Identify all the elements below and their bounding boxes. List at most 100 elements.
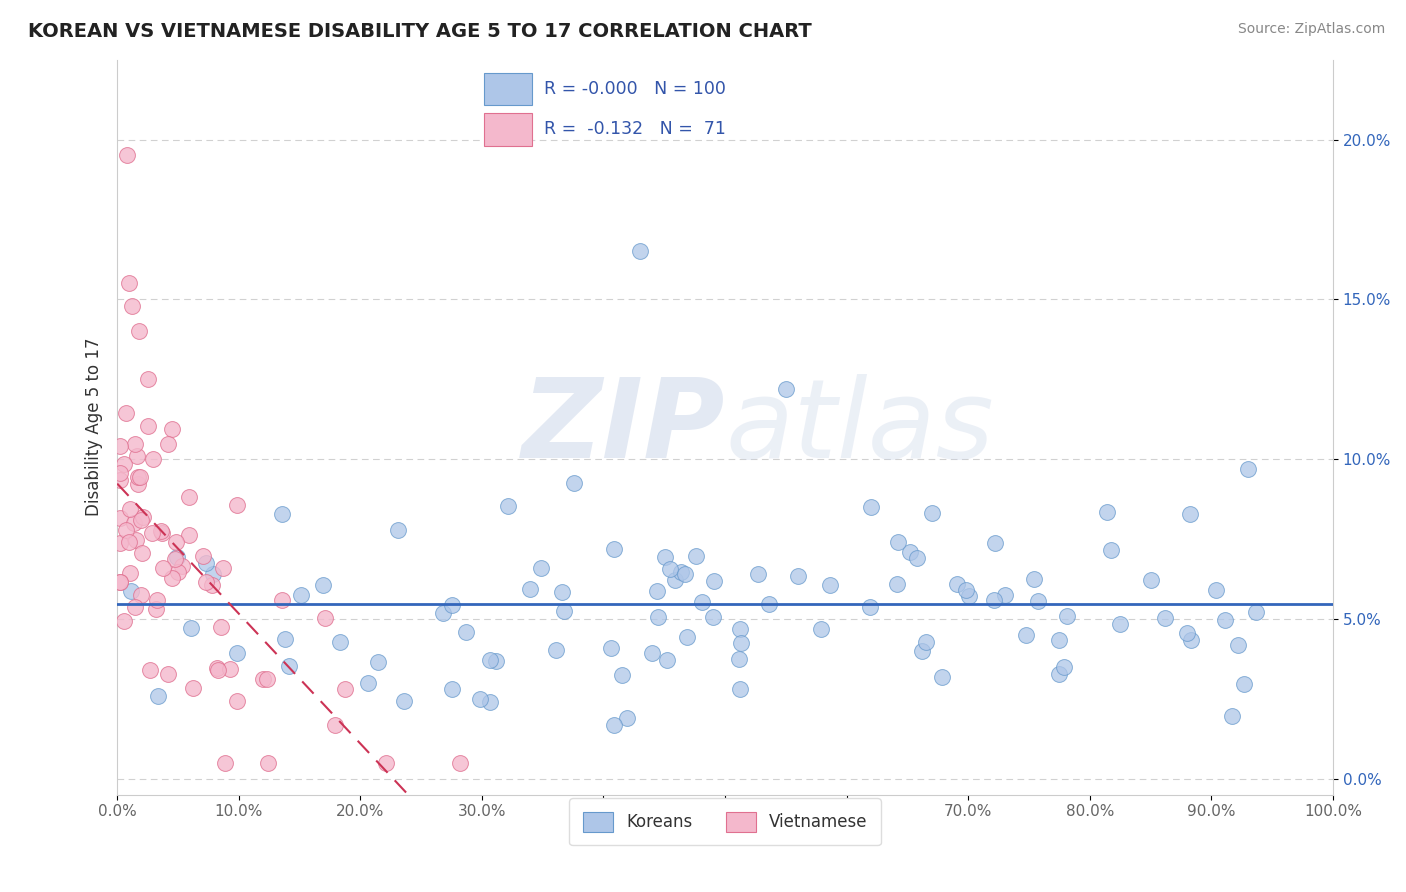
Vietnamese: [156, 437, 179, 451]
Koreans: [195, 556, 218, 570]
Vietnamese: [129, 588, 152, 602]
Vietnamese: [115, 523, 138, 537]
Koreans: [392, 694, 415, 708]
Vietnamese: [124, 600, 146, 615]
Vietnamese: [160, 422, 183, 436]
Koreans: [120, 584, 142, 599]
Vietnamese: [136, 418, 159, 433]
Vietnamese: [112, 458, 135, 472]
Vietnamese: [179, 490, 201, 504]
Koreans: [728, 682, 751, 697]
Vietnamese: [118, 502, 141, 516]
Vietnamese: [146, 592, 169, 607]
Koreans: [658, 562, 681, 576]
Koreans: [1026, 594, 1049, 608]
Koreans: [1052, 659, 1074, 673]
Koreans: [984, 536, 1007, 550]
Vietnamese: [323, 718, 346, 732]
Koreans: [775, 382, 797, 396]
Vietnamese: [127, 449, 149, 463]
Koreans: [441, 681, 464, 696]
Koreans: [685, 549, 707, 563]
Vietnamese: [209, 619, 232, 633]
Vietnamese: [219, 662, 242, 676]
Koreans: [1180, 632, 1202, 647]
Vietnamese: [333, 682, 356, 697]
Vietnamese: [314, 611, 336, 625]
Vietnamese: [128, 324, 150, 338]
Koreans: [1220, 708, 1243, 723]
Koreans: [1180, 507, 1202, 521]
Koreans: [367, 655, 389, 669]
Koreans: [758, 597, 780, 611]
Vietnamese: [271, 593, 294, 607]
Koreans: [278, 659, 301, 673]
Vietnamese: [142, 452, 165, 467]
Koreans: [180, 621, 202, 635]
Koreans: [616, 711, 638, 725]
Koreans: [478, 695, 501, 709]
Koreans: [887, 535, 910, 549]
Vietnamese: [120, 566, 142, 580]
Koreans: [1205, 582, 1227, 597]
Koreans: [1154, 611, 1177, 625]
Vietnamese: [165, 551, 187, 566]
Koreans: [898, 545, 921, 559]
Koreans: [690, 595, 713, 609]
Koreans: [911, 644, 934, 658]
Koreans: [550, 584, 572, 599]
Koreans: [1047, 633, 1070, 648]
Koreans: [994, 588, 1017, 602]
Vietnamese: [127, 469, 149, 483]
Koreans: [1099, 542, 1122, 557]
Text: KOREAN VS VIETNAMESE DISABILITY AGE 5 TO 17 CORRELATION CHART: KOREAN VS VIETNAMESE DISABILITY AGE 5 TO…: [28, 22, 811, 41]
Vietnamese: [449, 756, 471, 770]
Koreans: [1244, 605, 1267, 619]
Vietnamese: [157, 667, 180, 681]
Vietnamese: [201, 578, 224, 592]
Vietnamese: [131, 510, 153, 524]
Vietnamese: [150, 525, 173, 540]
Koreans: [728, 652, 751, 666]
Vietnamese: [114, 406, 136, 420]
Vietnamese: [118, 535, 141, 549]
Vietnamese: [141, 526, 163, 541]
Vietnamese: [211, 561, 233, 575]
Vietnamese: [214, 756, 236, 770]
Koreans: [946, 577, 969, 591]
Vietnamese: [108, 575, 131, 590]
Vietnamese: [225, 694, 247, 708]
Vietnamese: [125, 533, 148, 547]
Koreans: [859, 600, 882, 615]
Koreans: [955, 583, 977, 598]
Vietnamese: [108, 575, 131, 590]
Koreans: [274, 632, 297, 646]
Vietnamese: [112, 614, 135, 628]
Koreans: [311, 578, 333, 592]
Koreans: [432, 606, 454, 620]
Vietnamese: [124, 516, 146, 531]
Vietnamese: [108, 439, 131, 453]
Koreans: [1140, 574, 1163, 588]
Vietnamese: [150, 524, 173, 538]
Vietnamese: [162, 571, 184, 585]
Vietnamese: [127, 476, 149, 491]
Koreans: [673, 567, 696, 582]
Koreans: [921, 507, 943, 521]
Vietnamese: [129, 513, 152, 527]
Koreans: [728, 622, 751, 636]
Koreans: [1097, 505, 1119, 519]
Koreans: [655, 652, 678, 666]
Koreans: [202, 566, 225, 581]
Koreans: [1108, 616, 1130, 631]
Koreans: [645, 584, 668, 599]
Koreans: [600, 640, 623, 655]
Koreans: [1175, 626, 1198, 640]
Koreans: [602, 541, 624, 556]
Vietnamese: [108, 535, 131, 549]
Vietnamese: [177, 528, 200, 542]
Vietnamese: [145, 602, 167, 616]
Koreans: [1056, 608, 1078, 623]
Vietnamese: [207, 663, 229, 677]
Koreans: [1236, 461, 1258, 475]
